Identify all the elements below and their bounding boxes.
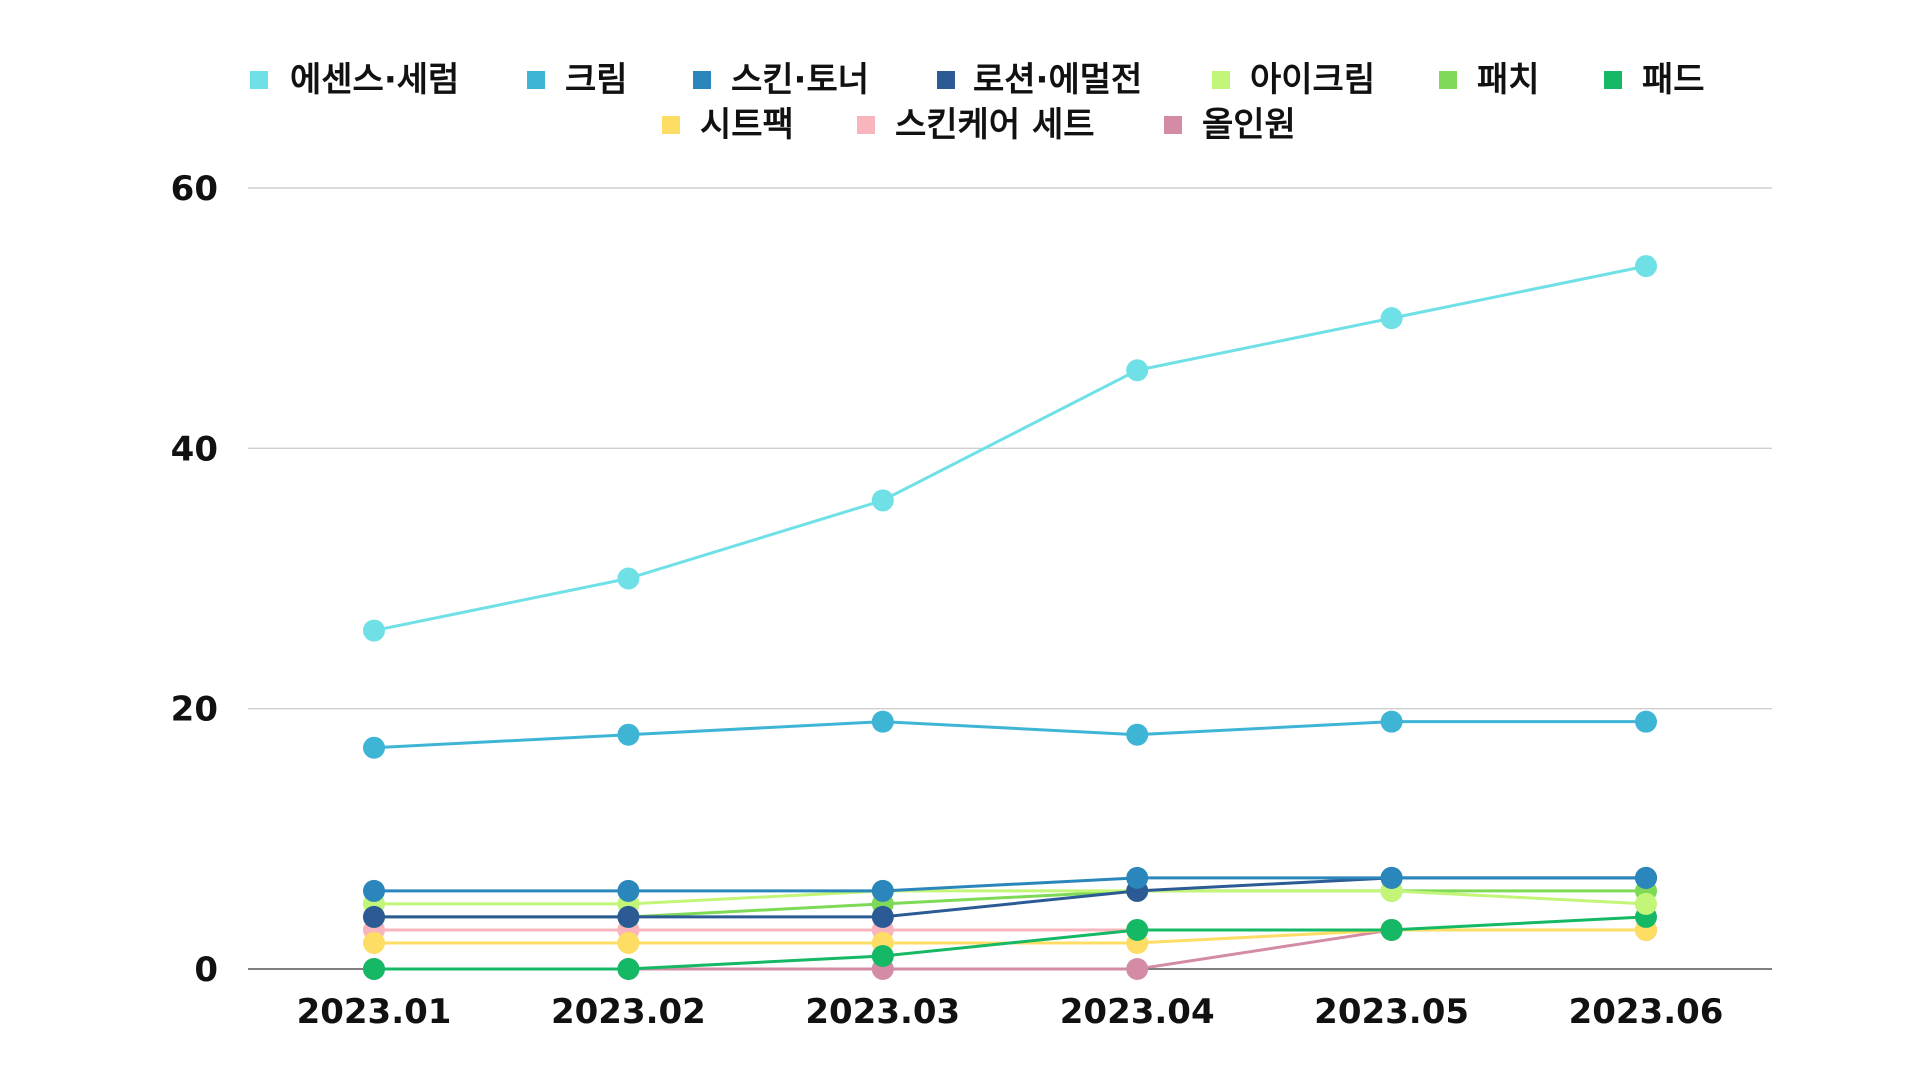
data-point <box>1380 710 1403 733</box>
legend-swatch <box>693 71 711 89</box>
x-tick-label: 2023.01 <box>297 992 452 1032</box>
grid <box>248 187 1772 970</box>
legend-label: 아이크림 <box>1250 60 1375 100</box>
axes: 0 20 40 60 2023.01 2023.02 2023.03 2023.04 2023.… <box>171 169 1724 1032</box>
legend-item: 스킨·토너 <box>693 60 869 100</box>
data-point <box>617 723 640 746</box>
data-point <box>363 879 385 902</box>
data-point <box>1635 255 1657 278</box>
legend-label: 패드 <box>1642 60 1705 100</box>
series-line <box>374 889 1647 906</box>
y-tick-label: 40 <box>171 429 218 469</box>
data-point <box>871 879 894 902</box>
data-point <box>363 958 385 980</box>
series-line <box>374 928 1646 945</box>
series-line <box>373 720 1646 750</box>
data-point <box>363 736 385 759</box>
legend-label: 패치 <box>1477 60 1540 100</box>
series-6 <box>363 905 1657 980</box>
data-point <box>871 944 894 967</box>
data-point <box>1380 866 1403 889</box>
legend-label: 시트팩 <box>700 105 794 145</box>
legend-swatch <box>527 71 545 89</box>
legend-item: 올인원 <box>1164 105 1296 145</box>
data-point <box>1126 723 1149 746</box>
data-point <box>1126 918 1149 941</box>
data-point <box>1380 307 1403 330</box>
legend-item: 크림 <box>527 60 628 100</box>
data-point <box>617 931 640 954</box>
x-tick-label: 2023.04 <box>1060 992 1215 1032</box>
data-point <box>871 710 894 733</box>
data-point <box>1635 892 1657 915</box>
data-point <box>617 958 640 980</box>
legend-item: 아이크림 <box>1212 60 1375 100</box>
legend-swatch <box>1164 116 1182 134</box>
data-point <box>363 619 385 642</box>
y-tick-label: 60 <box>171 169 218 209</box>
data-point <box>871 489 894 512</box>
series-layer <box>363 255 1657 980</box>
legend-item: 패드 <box>1604 60 1705 100</box>
data-point <box>1635 866 1657 889</box>
legend-label: 스킨·토너 <box>731 60 869 100</box>
x-tick-label: 2023.05 <box>1314 992 1469 1032</box>
legend-swatch <box>1212 71 1230 89</box>
legend-swatch <box>250 71 268 89</box>
legend-label: 크림 <box>565 60 628 100</box>
data-point <box>617 905 640 928</box>
data-point <box>1126 359 1149 382</box>
series-0 <box>363 255 1657 642</box>
series-line <box>373 264 1647 633</box>
legend-item: 시트팩 <box>662 105 794 145</box>
legend-item: 패치 <box>1439 60 1540 100</box>
legend-label: 로션·에멀전 <box>973 60 1142 100</box>
series-1 <box>363 710 1657 759</box>
data-point <box>871 905 894 928</box>
x-tick-label: 2023.02 <box>551 992 706 1032</box>
legend-swatch <box>1439 71 1457 89</box>
data-point <box>1126 866 1149 889</box>
legend-label: 스킨케어 세트 <box>895 105 1095 145</box>
data-point <box>1635 710 1657 733</box>
legend-label: 올인원 <box>1202 105 1296 145</box>
y-tick-label: 20 <box>171 690 218 730</box>
x-tick-label: 2023.06 <box>1569 992 1724 1032</box>
data-point <box>363 905 385 928</box>
x-tick-label: 2023.03 <box>805 992 960 1032</box>
legend-swatch <box>937 71 955 89</box>
legend-item: 로션·에멀전 <box>937 60 1142 100</box>
series-line <box>374 876 1646 893</box>
data-point <box>617 879 640 902</box>
legend-label: 에센스·세럼 <box>290 60 459 100</box>
data-point <box>617 567 640 590</box>
legend-swatch <box>857 116 875 134</box>
legend-swatch <box>1604 71 1622 89</box>
series-7 <box>363 918 1657 954</box>
data-point <box>1380 918 1403 941</box>
series-line <box>374 915 1647 971</box>
legend-item: 스킨케어 세트 <box>857 105 1095 145</box>
data-point <box>1126 958 1149 980</box>
data-point <box>363 931 385 954</box>
legend-item: 에센스·세럼 <box>250 60 459 100</box>
series-2 <box>363 866 1657 902</box>
series-9 <box>363 918 1657 980</box>
series-line <box>374 928 1646 971</box>
legend-swatch <box>662 116 680 134</box>
y-tick-label: 0 <box>194 950 218 990</box>
